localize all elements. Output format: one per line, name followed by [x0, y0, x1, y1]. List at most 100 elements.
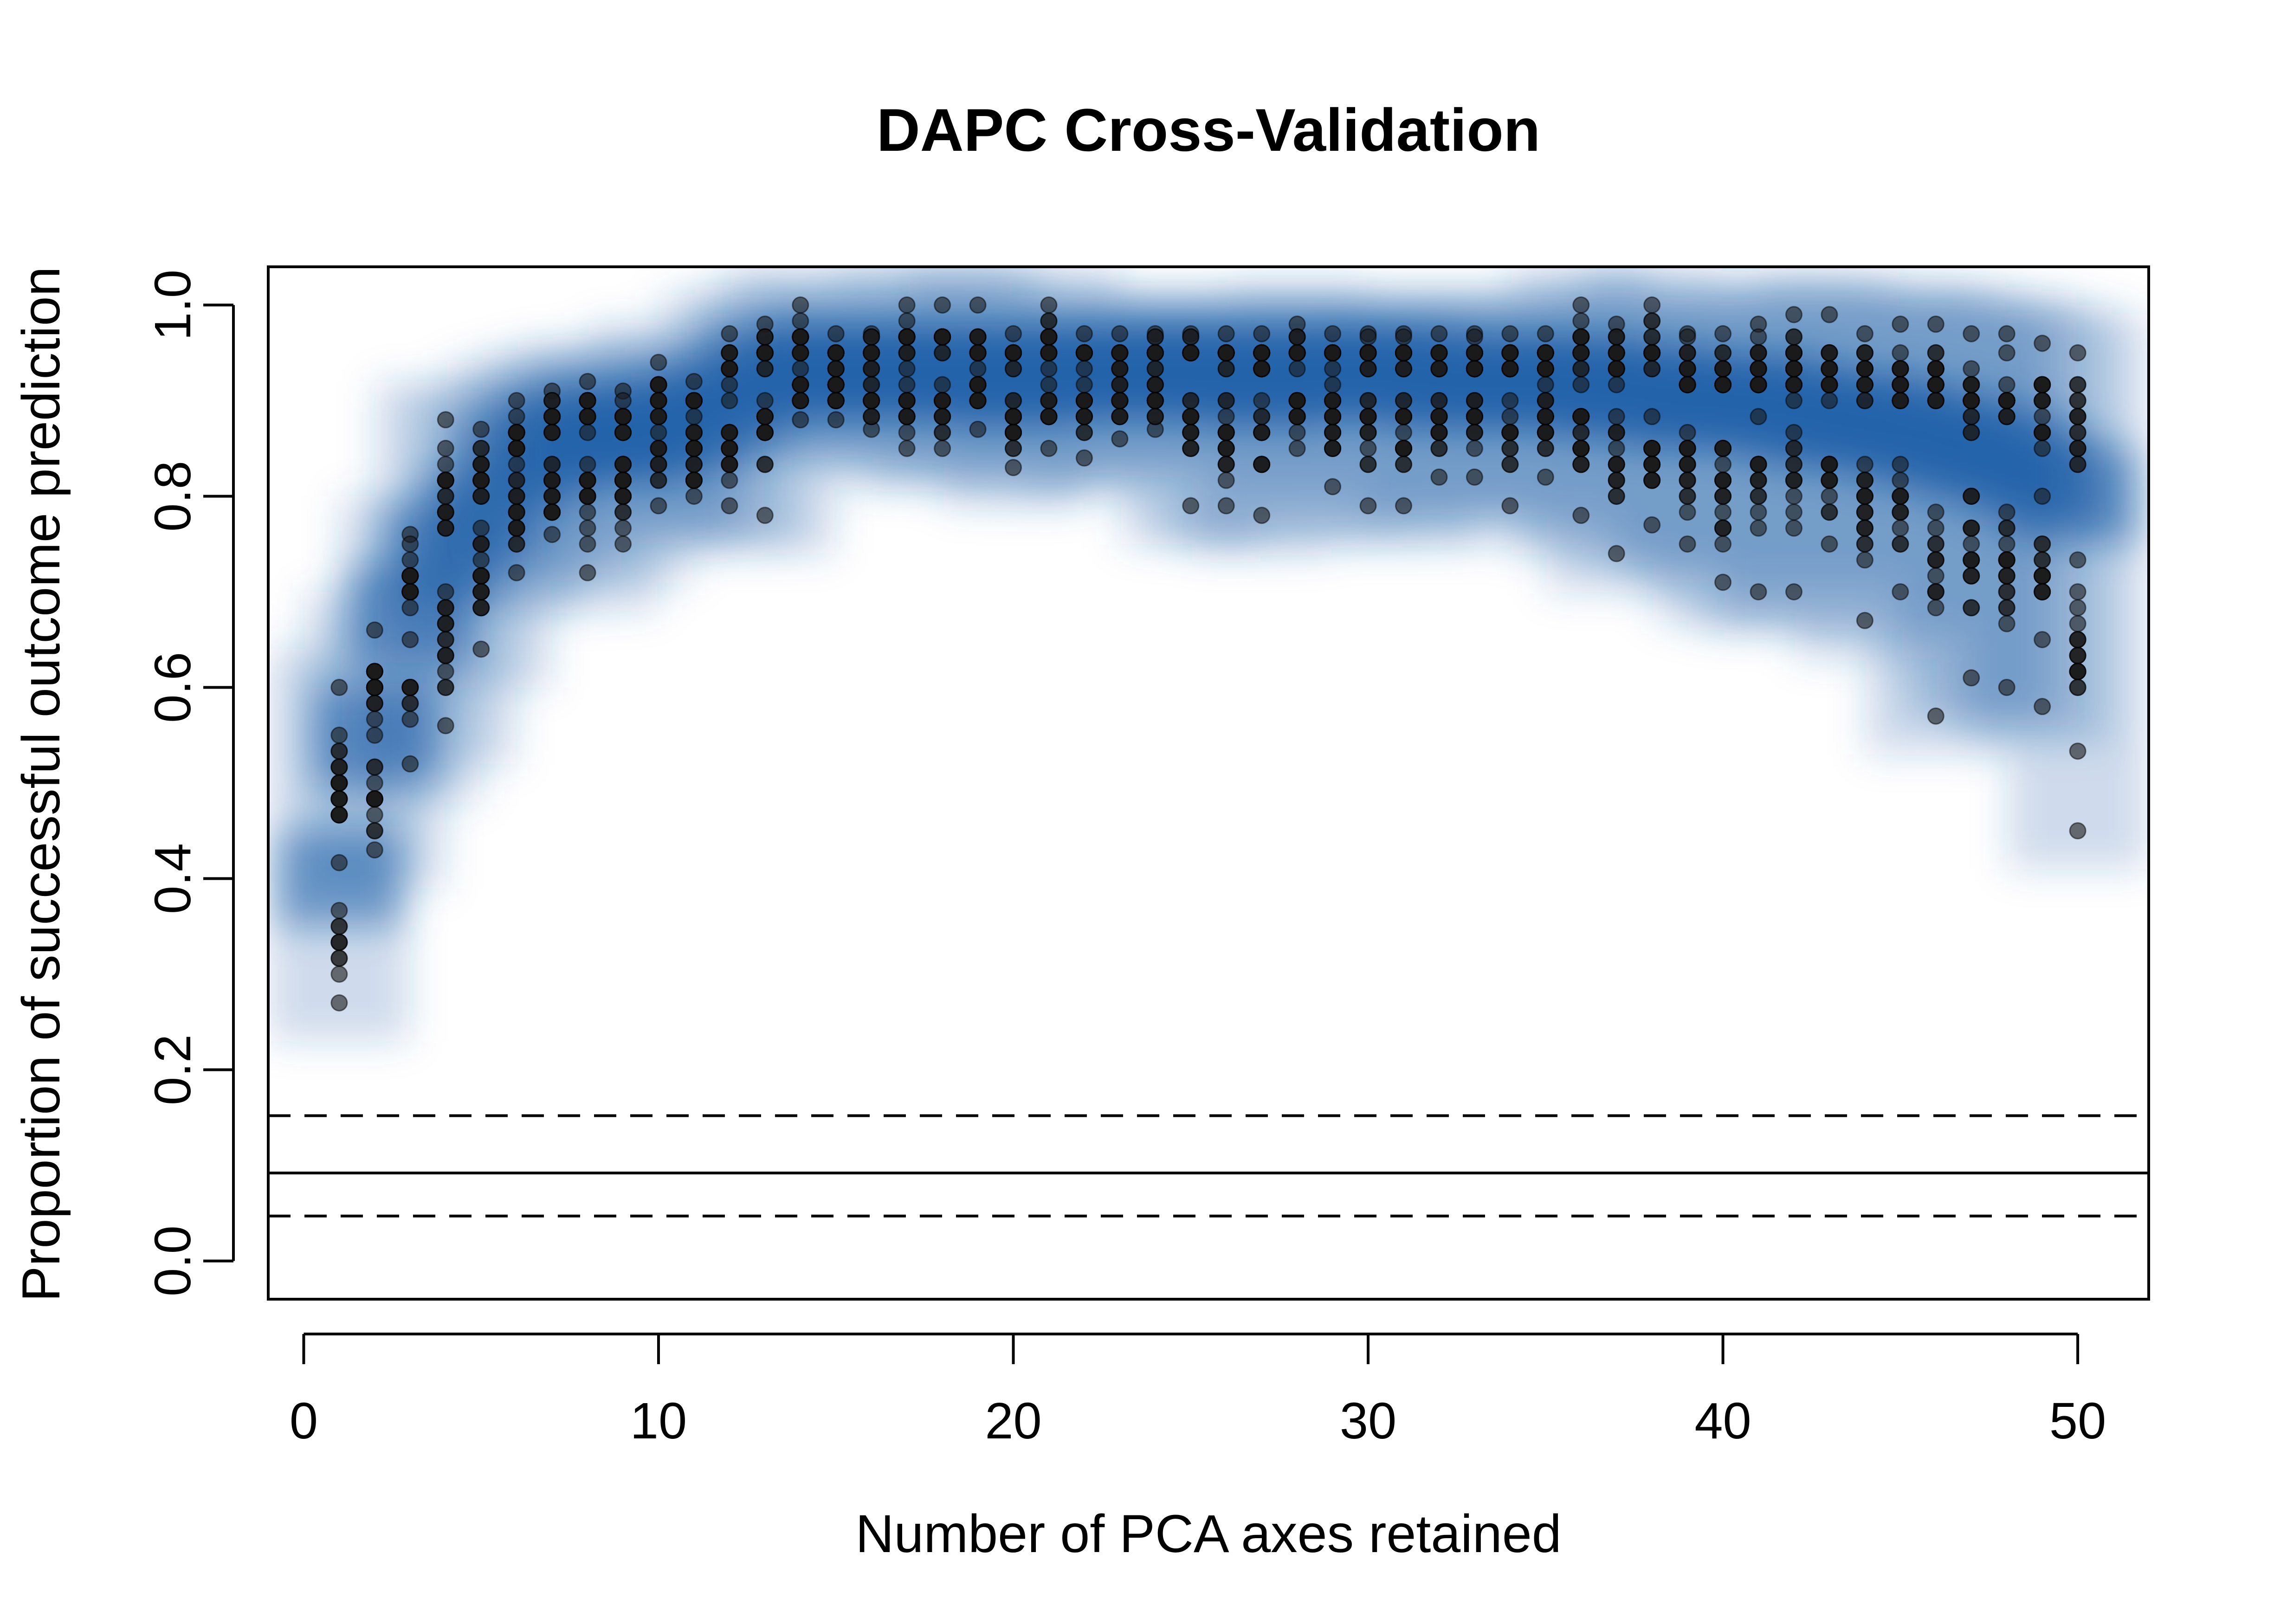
data-point — [1998, 503, 2016, 521]
data-point — [401, 678, 419, 696]
data-point — [1750, 583, 1767, 600]
data-point — [1998, 583, 2016, 600]
data-point — [1359, 360, 1377, 378]
data-point — [1785, 344, 1802, 361]
data-point — [508, 503, 525, 521]
data-point — [1856, 360, 1873, 378]
data-point — [1501, 424, 1519, 441]
data-point — [1963, 424, 1980, 441]
data-point — [685, 439, 703, 457]
data-point — [934, 424, 951, 441]
x-tick-label: 40 — [1694, 1392, 1751, 1450]
data-point — [330, 806, 348, 824]
data-point — [1146, 392, 1164, 409]
data-point — [437, 647, 454, 664]
data-point — [1714, 325, 1732, 342]
data-point — [1821, 306, 1838, 323]
data-point — [1608, 344, 1625, 361]
data-point — [1182, 328, 1200, 346]
data-point — [1572, 344, 1590, 361]
data-point — [1501, 325, 1519, 342]
data-point — [1821, 456, 1838, 473]
data-point — [1217, 392, 1235, 409]
data-point — [1785, 471, 1802, 489]
data-point — [472, 456, 490, 473]
data-point — [1501, 456, 1519, 473]
data-point — [472, 640, 490, 658]
data-point — [1608, 408, 1625, 425]
data-point — [1892, 471, 1909, 489]
data-point — [1643, 456, 1661, 473]
data-point — [1395, 456, 1412, 473]
data-point — [2069, 583, 2087, 600]
data-point — [1927, 376, 1945, 393]
data-point — [1963, 408, 1980, 425]
data-point — [2069, 376, 2087, 393]
data-point — [1821, 376, 1838, 393]
data-point — [437, 487, 454, 505]
data-point — [898, 312, 916, 330]
data-point — [437, 411, 454, 429]
data-point — [401, 755, 419, 773]
data-point — [1785, 360, 1802, 378]
data-point — [898, 408, 916, 425]
data-point — [1785, 392, 1802, 409]
data-point — [969, 392, 987, 409]
data-point — [1643, 408, 1661, 425]
plot-frame — [267, 265, 2150, 1301]
data-point — [1288, 392, 1306, 409]
data-point — [1430, 392, 1448, 409]
data-point — [1927, 360, 1945, 378]
data-point — [1892, 535, 1909, 553]
data-point — [472, 567, 490, 585]
data-point — [1679, 360, 1696, 378]
data-point — [969, 360, 987, 378]
data-point — [863, 392, 880, 409]
data-point — [1643, 312, 1661, 330]
data-point — [1359, 497, 1377, 515]
data-point — [1288, 328, 1306, 346]
data-point — [1253, 507, 1271, 524]
data-point — [437, 456, 454, 473]
data-point — [1146, 360, 1164, 378]
data-point — [1821, 503, 1838, 521]
data-point — [437, 631, 454, 648]
data-point — [1359, 456, 1377, 473]
data-point — [685, 392, 703, 409]
data-point — [1785, 519, 1802, 537]
data-point — [2069, 663, 2087, 680]
x-axis: 0 10 20 30 40 50 — [290, 1333, 2106, 1450]
data-point — [401, 710, 419, 728]
data-point — [1217, 471, 1235, 489]
data-point — [1075, 424, 1093, 441]
data-point — [1714, 344, 1732, 361]
data-point — [1359, 328, 1377, 346]
data-point — [898, 439, 916, 457]
data-point — [579, 373, 596, 390]
data-point — [1963, 392, 1980, 409]
data-point — [1040, 376, 1058, 393]
data-point — [898, 392, 916, 409]
data-point — [685, 408, 703, 425]
data-point — [1892, 344, 1909, 361]
data-point — [1785, 583, 1802, 600]
data-point — [1608, 376, 1625, 393]
data-point — [1537, 424, 1554, 441]
data-point — [1040, 312, 1058, 330]
data-point — [1430, 424, 1448, 441]
data-point — [934, 439, 951, 457]
y-axis: 0.0 0.2 0.4 0.6 0.8 1.0 — [144, 270, 235, 1296]
data-point — [1253, 408, 1271, 425]
data-point — [1927, 519, 1945, 537]
data-point — [2034, 487, 2051, 505]
data-point — [1785, 487, 1802, 505]
data-point — [1075, 449, 1093, 467]
data-point — [1892, 392, 1909, 409]
data-point — [898, 376, 916, 393]
data-point — [2034, 392, 2051, 409]
data-point — [1359, 424, 1377, 441]
data-point — [1501, 439, 1519, 457]
y-tick-label: 0.6 — [144, 652, 201, 723]
data-point — [472, 420, 490, 438]
data-point — [1217, 439, 1235, 457]
